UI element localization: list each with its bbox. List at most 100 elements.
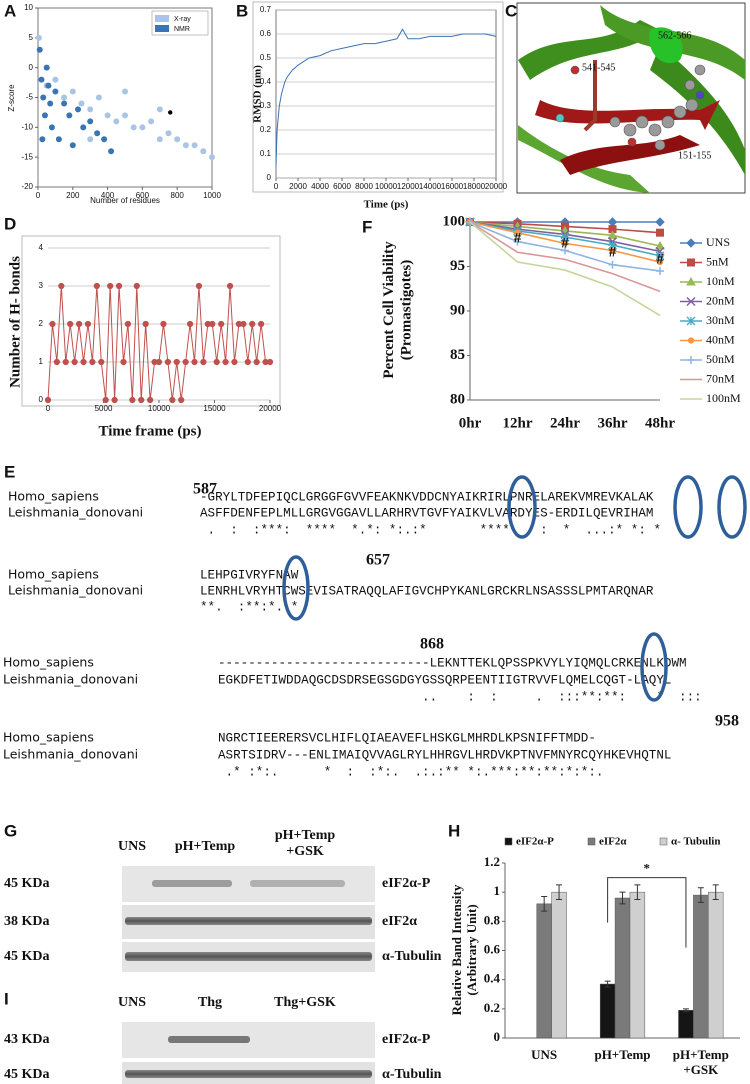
error-bar (619, 891, 626, 905)
y-tick-label: 95 (450, 258, 465, 274)
point (69, 142, 76, 149)
ribbon (518, 125, 650, 193)
marker (182, 358, 189, 366)
annotation: # (561, 236, 569, 252)
x-tick-label: 6000 (333, 182, 351, 191)
species-name: Leishmania_donovani (8, 583, 143, 598)
point (87, 118, 94, 125)
panel-letter: G (4, 821, 17, 840)
marker (607, 230, 618, 239)
species-name: Leishmania_donovani (3, 672, 138, 687)
marker (124, 320, 132, 328)
marker (656, 258, 664, 266)
x-tick-label: 0hr (459, 415, 482, 431)
legend-label: NMR (174, 26, 190, 33)
marker (169, 396, 176, 404)
x-tick-label: 15000 (203, 404, 226, 413)
point (95, 94, 102, 101)
point (148, 118, 155, 125)
point (52, 76, 59, 83)
highlight-ellipse (640, 632, 668, 702)
annotation: # (514, 230, 522, 246)
marker (111, 396, 118, 404)
x-axis-label: Number of residues (90, 196, 160, 205)
x-tick-label: 14000 (419, 182, 442, 191)
marker (71, 358, 78, 366)
marker (686, 296, 696, 307)
alignment-highlights (282, 475, 747, 702)
marker (178, 396, 185, 404)
x-tick-label: pH+Temp (594, 1047, 650, 1062)
marker (93, 282, 100, 290)
point (156, 136, 163, 143)
point (108, 148, 115, 155)
marker (147, 396, 154, 404)
annotation: # (609, 245, 617, 261)
lane-label: Thg+GSK (274, 995, 336, 1010)
y-tick-label: 5 (29, 33, 34, 42)
marker (129, 396, 136, 404)
strand (583, 60, 597, 132)
residue-label: 541-545 (582, 62, 615, 73)
species-name: Homo_sapiens (8, 489, 99, 504)
point (36, 46, 43, 53)
marker (155, 358, 163, 366)
marker (687, 258, 695, 267)
lane-label: pH+Temp (175, 839, 236, 854)
marker (253, 358, 260, 366)
position-number: 958 (715, 713, 739, 730)
x-tick-label: 200 (66, 191, 80, 200)
marker (656, 266, 664, 275)
point (168, 110, 173, 115)
marker (84, 320, 92, 328)
marker (89, 358, 96, 366)
x-tick-label: 400 (101, 191, 115, 200)
point (200, 148, 207, 155)
x-tick-label: 8000 (355, 182, 373, 191)
marker (62, 358, 69, 366)
point (101, 136, 108, 143)
x-axis-label: Time frame (ps) (98, 423, 201, 439)
marker (138, 396, 145, 404)
marker (266, 358, 274, 366)
y-tick-label: 1.2 (484, 854, 500, 869)
legend-label: 40nM (706, 332, 735, 346)
x-tick-label: 12hr (503, 415, 533, 431)
y-tick-label: 0.6 (260, 29, 272, 38)
marker (258, 320, 265, 328)
bar (536, 903, 552, 1039)
point (66, 112, 73, 119)
error-bar (541, 896, 548, 912)
marker (209, 320, 216, 328)
marker (686, 238, 696, 248)
marker (656, 228, 664, 237)
legend-label: 5nM (706, 254, 729, 268)
y-tick-label: 0 (29, 63, 34, 72)
point (40, 94, 47, 101)
legend-label: eIF2α (599, 836, 627, 848)
point (61, 94, 68, 101)
legend-swatch (155, 25, 169, 32)
y-tick-label: 0.2 (260, 125, 272, 134)
panel-frame (21, 235, 281, 407)
error-bar (697, 887, 704, 903)
y-axis-label: RMSD (nm) (252, 65, 264, 123)
marker (191, 358, 198, 366)
x-tick-label: 4000 (311, 182, 329, 191)
x-axis-label: Time (ps) (364, 199, 409, 211)
point (87, 136, 94, 143)
x-tick-label: 10000 (375, 182, 398, 191)
point (55, 136, 62, 143)
legend-label: α- Tubulin (671, 836, 720, 848)
x-tick-label: 1000 (203, 191, 221, 200)
point (122, 112, 128, 119)
x-tick-label: 800 (171, 191, 185, 200)
point (69, 88, 76, 95)
series-line (275, 28, 497, 167)
y-tick-label: -10 (21, 122, 33, 131)
marker (687, 337, 695, 344)
point (80, 124, 87, 131)
protein-label: eIF2α-P (382, 1032, 431, 1047)
point (41, 112, 48, 119)
marker (608, 260, 617, 269)
